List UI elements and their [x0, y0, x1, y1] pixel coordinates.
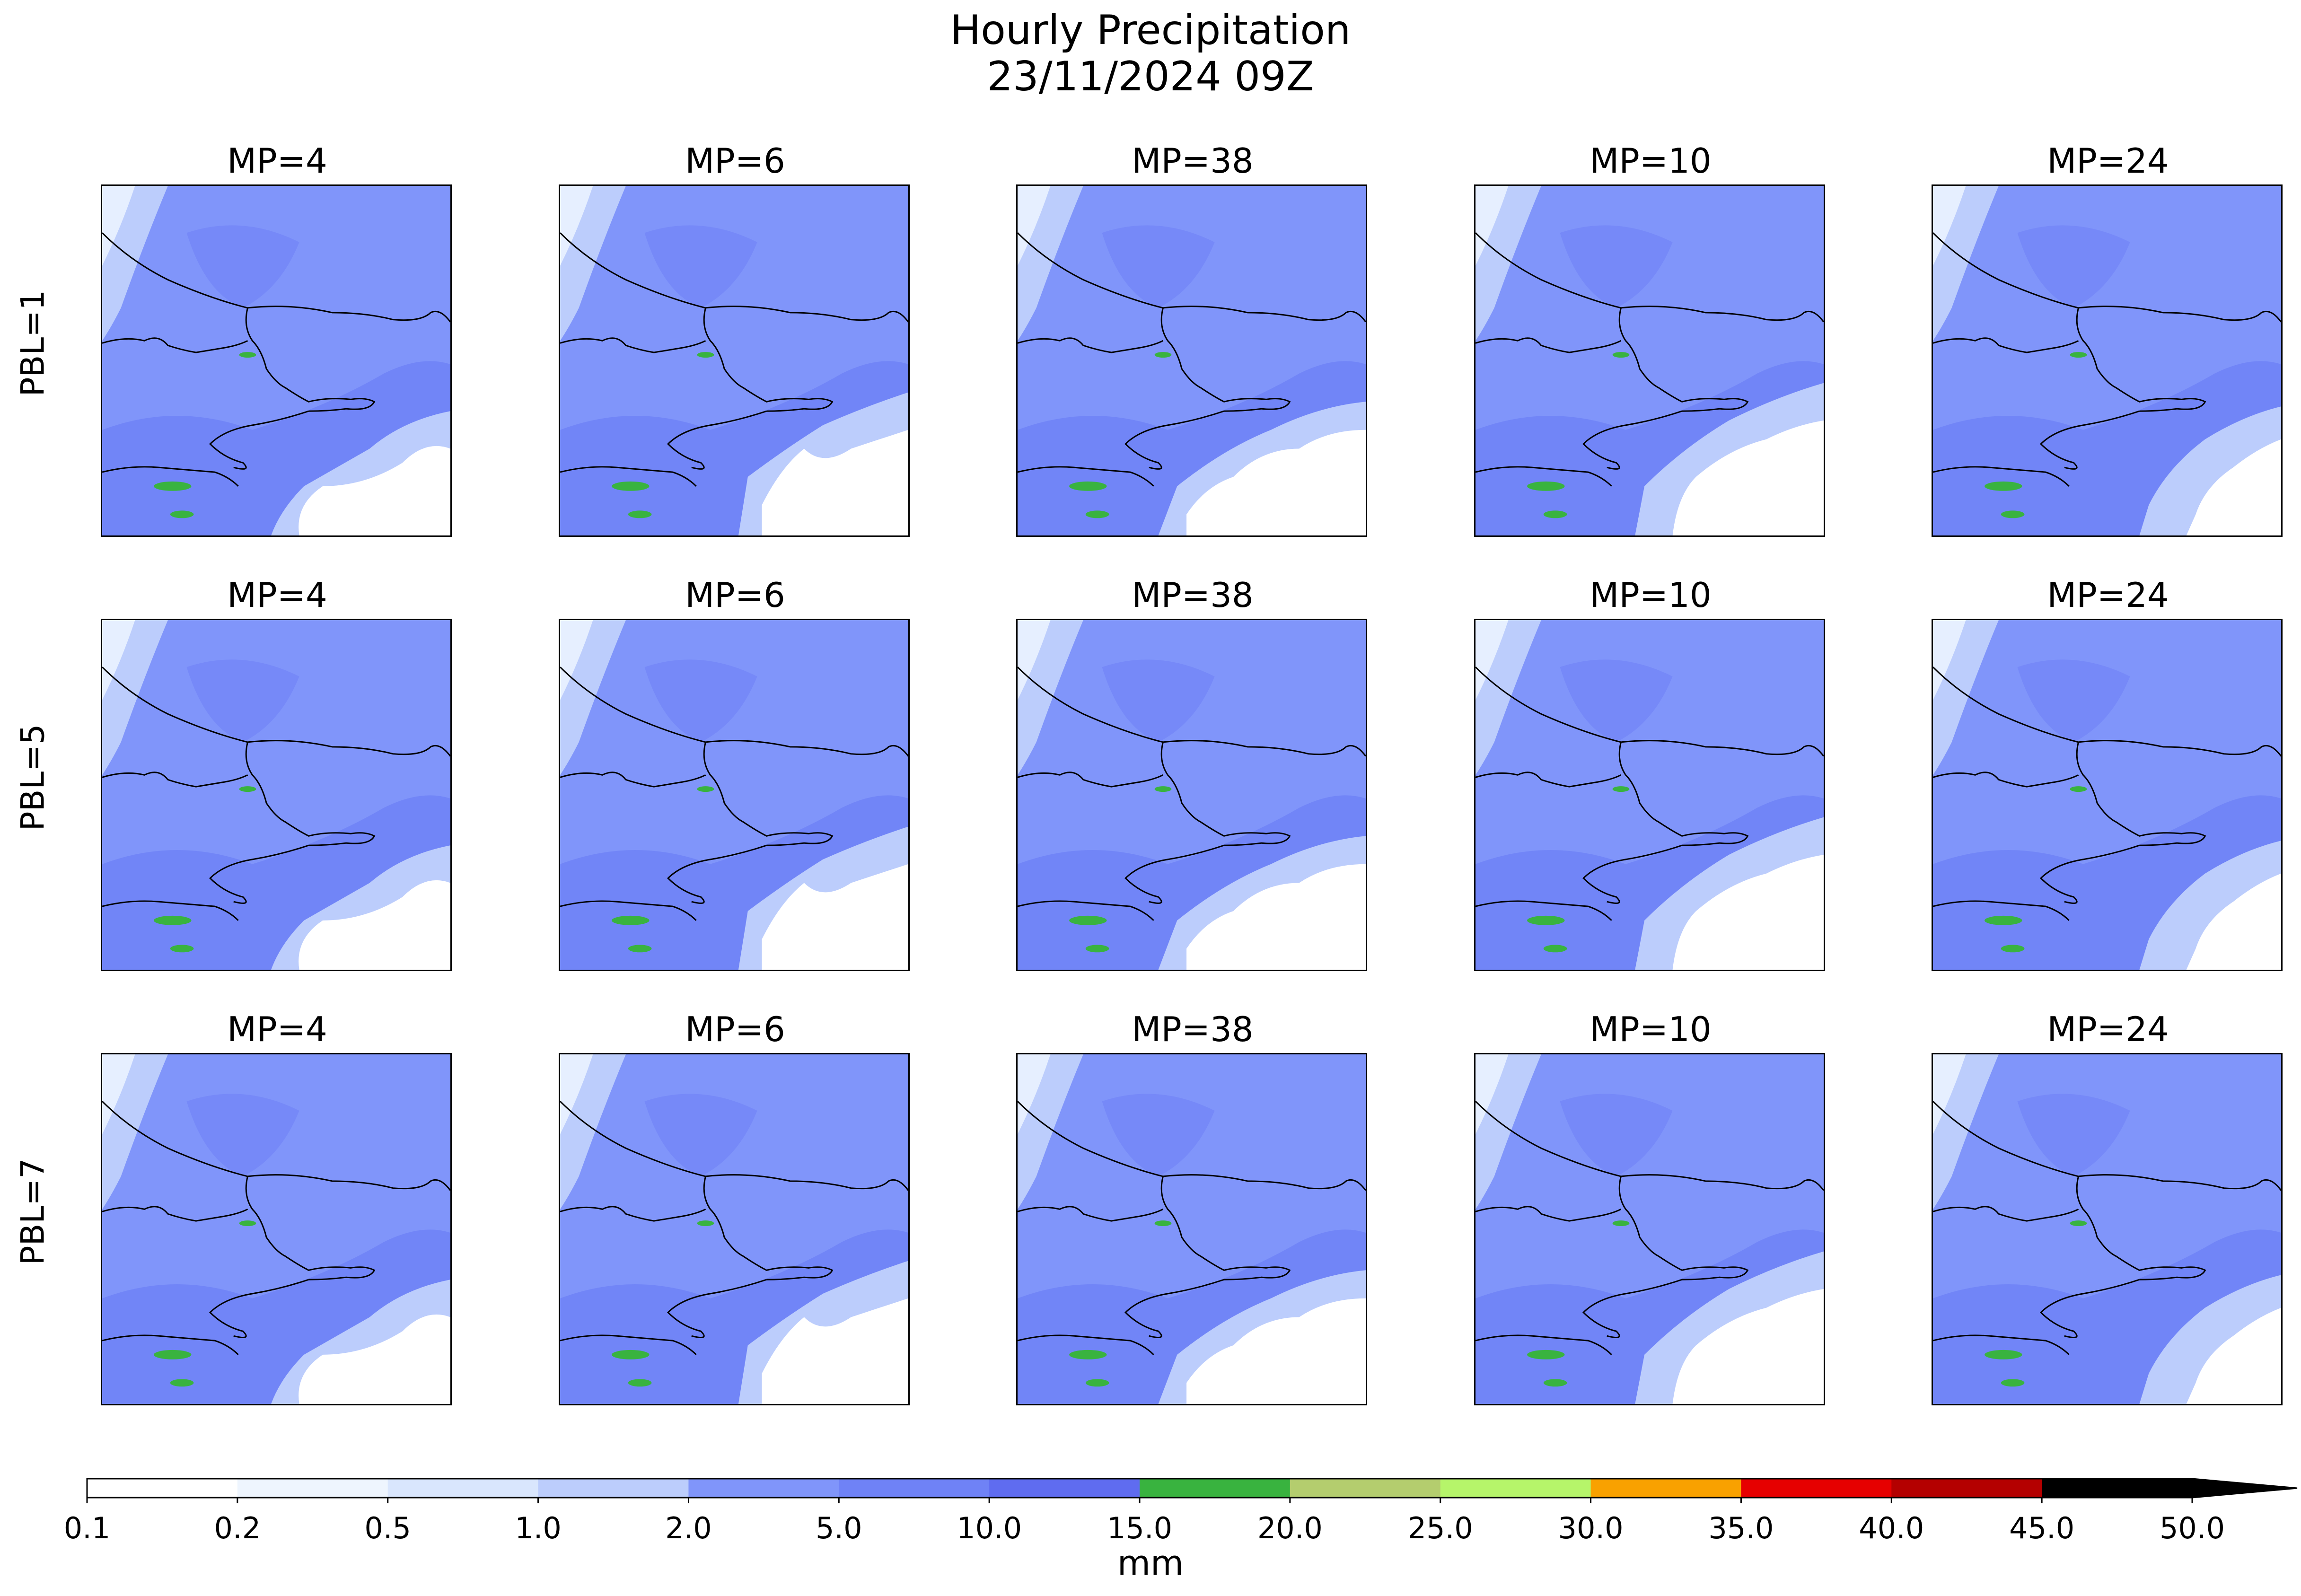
colorbar-extend-arrow	[2192, 1479, 2297, 1498]
colorbar-segment	[87, 1479, 238, 1498]
colorbar-tick-label: 0.2	[214, 1511, 261, 1545]
row-label-pbl-1: PBL=1	[14, 289, 52, 396]
colorbar-tick-label: 40.0	[1859, 1511, 1924, 1545]
colorbar-tick-label: 20.0	[1257, 1511, 1323, 1545]
colorbar	[86, 1478, 2298, 1503]
colorbar-segment	[1290, 1479, 1441, 1498]
colorbar-tick-label: 50.0	[2159, 1511, 2225, 1545]
row-label-pbl-7: PBL=7	[14, 1158, 52, 1265]
colorbar-segment	[1891, 1479, 2042, 1498]
panel-title: MP=38	[1132, 1009, 1254, 1049]
colorbar-tick-label: 1.0	[515, 1511, 562, 1545]
colorbar-tick-label: 2.0	[665, 1511, 712, 1545]
map-panel	[1016, 184, 1367, 537]
map-panel	[1474, 184, 1825, 537]
colorbar-segment	[989, 1479, 1140, 1498]
map-panel	[101, 619, 452, 971]
panel-title: MP=6	[685, 1009, 785, 1049]
colorbar-tick-label: 5.0	[815, 1511, 862, 1545]
colorbar-tick-label: 45.0	[2009, 1511, 2075, 1545]
colorbar-tick-label: 0.5	[364, 1511, 412, 1545]
colorbar-segment	[1440, 1479, 1591, 1498]
panel-title: MP=10	[1590, 141, 1712, 181]
map-panel	[1932, 184, 2283, 537]
panel-title: MP=24	[2047, 1009, 2169, 1049]
colorbar-label: mm	[1117, 1543, 1184, 1583]
colorbar-tick-label: 0.1	[63, 1511, 111, 1545]
colorbar-tick-label: 30.0	[1558, 1511, 1624, 1545]
map-panel	[559, 184, 910, 537]
map-panel	[1016, 619, 1367, 971]
colorbar-segment	[387, 1479, 539, 1498]
colorbar-segment	[839, 1479, 990, 1498]
panel-title: MP=6	[685, 575, 785, 615]
colorbar-segment	[1741, 1479, 1892, 1498]
panel-title: MP=24	[2047, 141, 2169, 181]
colorbar-tick-label: 35.0	[1708, 1511, 1774, 1545]
map-panel	[1016, 1053, 1367, 1405]
panel-title: MP=4	[227, 575, 327, 615]
map-panel	[1932, 619, 2283, 971]
colorbar-segment	[2042, 1479, 2193, 1498]
map-panel	[101, 1053, 452, 1405]
colorbar-tick-label: 15.0	[1107, 1511, 1173, 1545]
map-panel	[559, 1053, 910, 1405]
colorbar-tick-label: 25.0	[1407, 1511, 1473, 1545]
panel-title: MP=38	[1132, 141, 1254, 181]
figure-subtitle: 23/11/2024 09Z	[987, 53, 1314, 100]
panel-title: MP=24	[2047, 575, 2169, 615]
panel-title: MP=4	[227, 141, 327, 181]
map-panel	[559, 619, 910, 971]
figure-title: Hourly Precipitation	[950, 7, 1351, 54]
map-panel	[101, 184, 452, 537]
panel-title: MP=6	[685, 141, 785, 181]
panel-title: MP=4	[227, 1009, 327, 1049]
colorbar-segment	[688, 1479, 839, 1498]
map-panel	[1474, 619, 1825, 971]
row-label-pbl-5: PBL=5	[14, 724, 52, 831]
panel-title: MP=10	[1590, 1009, 1712, 1049]
colorbar-segment	[237, 1479, 388, 1498]
colorbar-segment	[538, 1479, 689, 1498]
map-panel	[1474, 1053, 1825, 1405]
map-panel	[1932, 1053, 2283, 1405]
colorbar-segment	[1140, 1479, 1291, 1498]
panel-title: MP=38	[1132, 575, 1254, 615]
colorbar-segment	[1590, 1479, 1741, 1498]
panel-title: MP=10	[1590, 575, 1712, 615]
colorbar-tick-label: 10.0	[957, 1511, 1022, 1545]
